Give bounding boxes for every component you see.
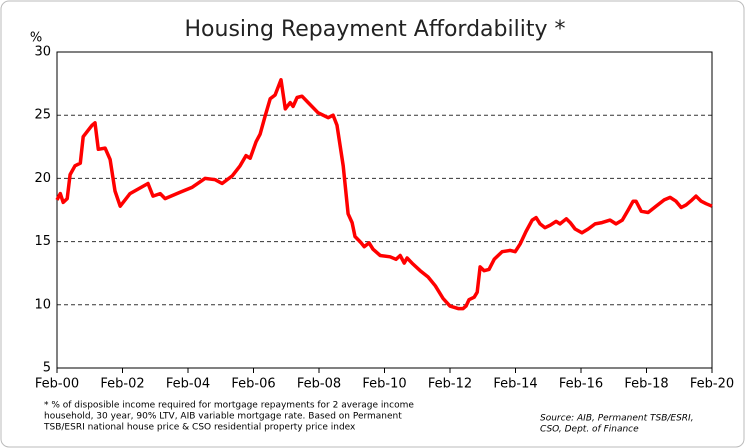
x-tick-label: Feb-12 — [428, 377, 472, 392]
data-line — [55, 78, 713, 311]
x-tick-label: Feb-10 — [362, 377, 406, 392]
y-tick-label: 20 — [34, 171, 51, 186]
footnote: TSB/ESRI national house price & CSO resi… — [43, 423, 356, 433]
y-axis-unit: % — [30, 31, 42, 46]
x-tick-label: Feb-06 — [231, 377, 275, 392]
y-tick-label: 25 — [34, 108, 51, 123]
y-tick-label: 15 — [34, 234, 51, 249]
x-tick-label: Feb-02 — [100, 377, 144, 392]
footnote: household, 30 year, 90% LTV, AIB variabl… — [44, 412, 402, 422]
chart-title: Housing Repayment Affordability * — [185, 17, 566, 42]
source: Source: AIB, Permanent TSB/ESRI, — [540, 414, 694, 424]
source: CSO, Dept. of Finance — [540, 425, 639, 435]
x-tick-label: Feb-00 — [35, 377, 79, 392]
x-tick-label: Feb-18 — [624, 377, 668, 392]
x-tick-label: Feb-08 — [297, 377, 341, 392]
y-tick-label: 10 — [34, 297, 51, 312]
x-tick-label: Feb-04 — [166, 377, 210, 392]
footnote: * % of disposible income required for mo… — [44, 401, 414, 411]
x-tick-label: Feb-14 — [493, 377, 537, 392]
y-tick-label: 5 — [43, 361, 51, 376]
y-tick-label: 30 — [34, 45, 51, 60]
plot-frame — [56, 51, 713, 369]
x-tick-label: Feb-16 — [559, 377, 603, 392]
x-tick-label: Feb-20 — [690, 377, 734, 392]
